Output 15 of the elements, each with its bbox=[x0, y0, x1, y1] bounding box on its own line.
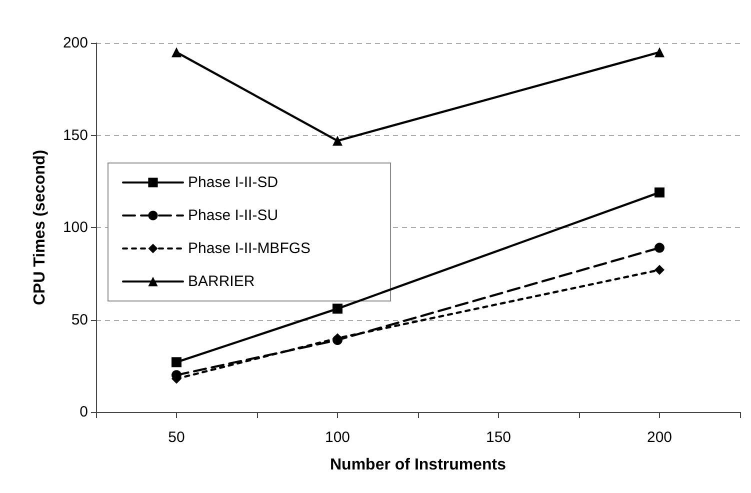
y-tick-label: 50 bbox=[71, 311, 88, 328]
y-tick-label: 200 bbox=[62, 34, 88, 52]
legend-label: Phase I-II-SD bbox=[188, 174, 278, 191]
y-axis-title: CPU Times (second) bbox=[32, 150, 48, 306]
y-tick-label: 0 bbox=[80, 404, 88, 420]
legend-label: Phase I-II-SU bbox=[188, 207, 278, 224]
legend-label: BARRIER bbox=[188, 273, 255, 290]
y-tick-label: 100 bbox=[62, 219, 88, 236]
x-axis-title: Number of Instruments bbox=[330, 456, 506, 474]
x-tick-label: 100 bbox=[324, 429, 350, 446]
x-tick-label: 200 bbox=[646, 429, 672, 446]
y-tick-label: 150 bbox=[62, 126, 88, 144]
x-tick-label: 150 bbox=[486, 429, 512, 446]
x-tick-label: 50 bbox=[168, 429, 185, 446]
legend-label: Phase I-II-MBFGS bbox=[188, 240, 311, 257]
